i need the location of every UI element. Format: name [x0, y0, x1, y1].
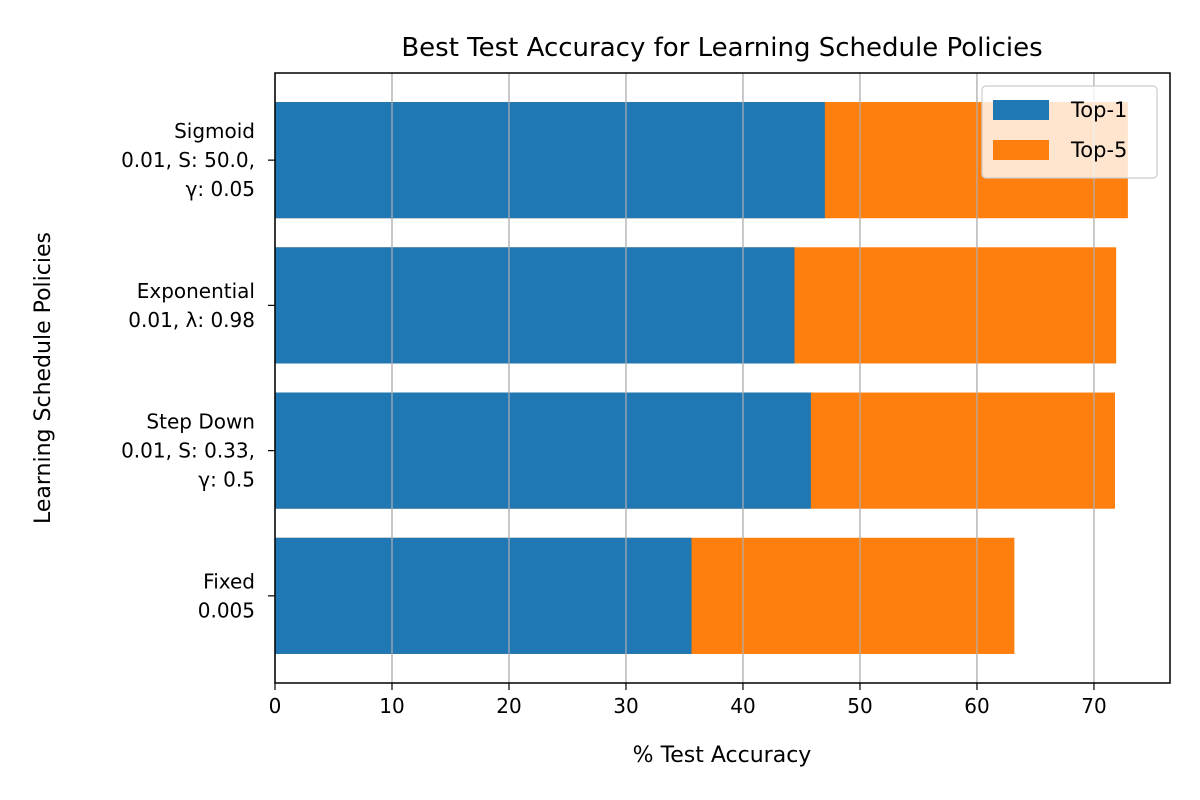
bar-top-1-2: [275, 247, 795, 364]
x-tick-label-50: 50: [847, 694, 872, 718]
legend-label-top-1: Top-1: [1070, 98, 1127, 122]
y-tick-label-3-1: 0.01, S: 50.0,: [121, 148, 255, 172]
chart-title: Best Test Accuracy for Learning Schedule…: [401, 33, 1042, 63]
y-tick-label-3-0: Sigmoid: [174, 119, 255, 143]
bars: [274, 73, 1128, 683]
y-tick-label-1-1: 0.01, S: 0.33,: [121, 439, 255, 463]
y-tick-label-3-2: γ: 0.05: [186, 177, 255, 201]
legend-label-top-5: Top-5: [1070, 138, 1127, 162]
y-tick-label-2-0: Exponential: [137, 279, 255, 303]
x-tick-label-70: 70: [1081, 694, 1106, 718]
x-tick-label-0: 0: [269, 694, 282, 718]
legend-box: [981, 85, 1158, 179]
bar-top-1-3: [275, 102, 825, 219]
legend-swatch-top-5: [993, 140, 1049, 160]
y-tick-label-0-1: 0.005: [198, 598, 255, 622]
x-axis-label: % Test Accuracy: [633, 743, 812, 768]
y-tick-label-2-1: 0.01, λ: 0.98: [128, 308, 255, 332]
y-tick-label-0-0: Fixed: [203, 569, 255, 593]
bar-top-1-0: [275, 537, 692, 654]
x-tick-label-30: 30: [613, 694, 638, 718]
x-tick-label-40: 40: [730, 694, 755, 718]
legend-swatch-top-1: [993, 100, 1049, 120]
plot-frame: [274, 72, 1171, 684]
x-tick-label-60: 60: [964, 694, 989, 718]
y-axis-label: Learning Schedule Policies: [31, 232, 56, 524]
axes: 0 10 20 30 40 50 60 70 Fixed 0.005 Step Down 0.01, …: [121, 72, 1171, 718]
bar-top-1-1: [275, 392, 811, 509]
x-tick-label-20: 20: [496, 694, 521, 718]
legend: Top-1 Top-5: [981, 85, 1158, 179]
x-tick-label-10: 10: [379, 694, 404, 718]
y-tick-label-1-0: Step Down: [146, 410, 255, 434]
y-tick-label-1-2: γ: 0.5: [198, 468, 255, 492]
